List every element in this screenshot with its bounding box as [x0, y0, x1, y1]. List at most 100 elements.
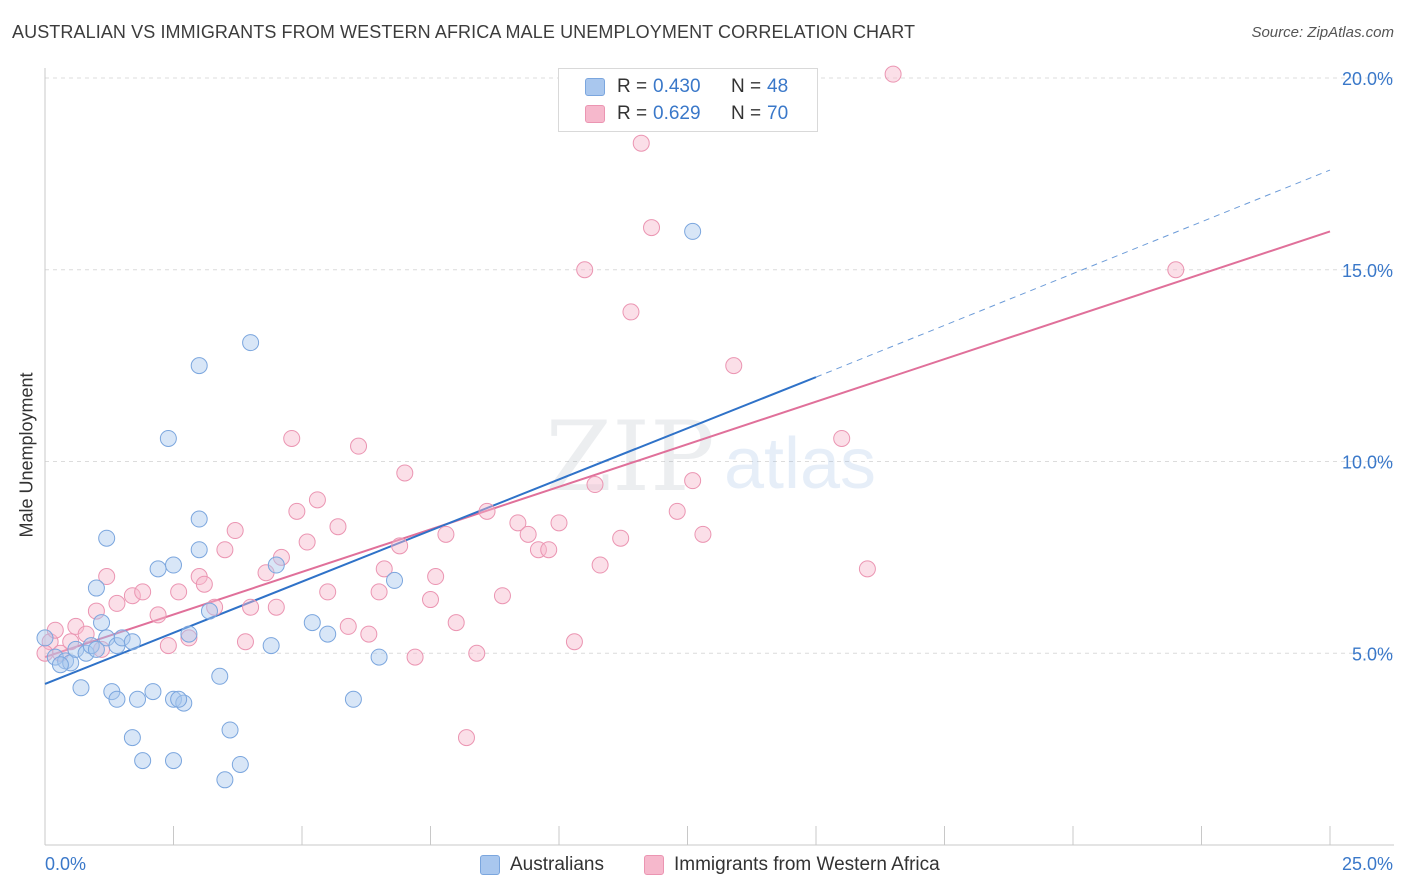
data-point-australians — [165, 690, 182, 708]
data-point-australians — [180, 625, 198, 643]
legend-swatch-pink — [585, 105, 605, 123]
data-point-immigrants — [622, 303, 640, 321]
data-point-immigrants — [1167, 261, 1185, 279]
data-point-australians — [221, 721, 239, 739]
data-point-immigrants — [236, 633, 254, 651]
legend-swatch-blue — [585, 78, 605, 96]
y-tick-label: 10.0% — [1342, 453, 1393, 473]
data-point-australians — [36, 629, 54, 647]
data-point-immigrants — [586, 476, 604, 494]
data-point-australians — [190, 541, 208, 559]
legend-r-label: R = — [617, 103, 648, 124]
data-point-australians — [370, 648, 388, 666]
data-point-australians — [190, 510, 208, 528]
data-point-australians — [216, 771, 234, 789]
legend-n-value: 48 — [767, 76, 789, 97]
data-point-immigrants — [298, 533, 316, 551]
data-point-australians — [134, 752, 152, 770]
data-point-immigrants — [406, 648, 424, 666]
data-point-immigrants — [339, 617, 357, 635]
data-point-immigrants — [725, 357, 743, 375]
data-point-australians — [190, 357, 208, 375]
series-australians-points — [36, 222, 702, 789]
data-point-immigrants — [149, 606, 167, 624]
data-point-immigrants — [195, 575, 213, 593]
trend-lines — [44, 169, 1331, 685]
data-point-australians — [98, 529, 116, 547]
data-point-immigrants — [529, 541, 547, 559]
x-tick-label: 25.0% — [1342, 854, 1393, 874]
data-point-australians — [165, 752, 182, 770]
data-point-immigrants — [612, 529, 630, 547]
data-point-australians — [123, 729, 141, 747]
bottom-legend-immigrants: Immigrants from Western Africa — [644, 852, 940, 878]
data-point-immigrants — [308, 491, 326, 509]
data-point-australians — [113, 629, 131, 647]
data-point-immigrants — [283, 429, 301, 447]
data-point-australians — [242, 334, 260, 352]
data-point-immigrants — [123, 587, 141, 605]
data-point-australians — [72, 679, 90, 697]
data-point-immigrants — [391, 537, 409, 555]
legend-n-label: N = — [731, 76, 762, 97]
data-point-australians — [344, 690, 362, 708]
data-point-immigrants — [288, 502, 306, 520]
data-point-immigrants — [457, 729, 475, 747]
data-point-australians — [87, 640, 105, 658]
data-point-immigrants — [159, 637, 177, 655]
data-point-australians — [165, 556, 182, 574]
data-point-immigrants — [427, 568, 445, 586]
tick-labels: 5.0% 10.0% 15.0% 20.0% 0.0% 25.0% — [45, 69, 1393, 874]
correlation-legend: R = 0.430 N = 48 R = 0.629 N = 70 — [558, 68, 818, 132]
data-point-immigrants — [643, 219, 661, 237]
bottom-legend-label: Australians — [510, 854, 604, 875]
data-point-immigrants — [493, 587, 511, 605]
legend-r-label: R = — [617, 76, 648, 97]
x-tick-label: 0.0% — [45, 854, 86, 874]
data-point-australians — [123, 633, 141, 651]
data-point-immigrants — [576, 261, 594, 279]
data-point-australians — [144, 683, 162, 701]
trend-line-australians-extension — [815, 169, 1331, 378]
data-point-immigrants — [668, 502, 686, 520]
watermark-atlas: atlas — [724, 424, 876, 504]
chart-title: AUSTRALIAN VS IMMIGRANTS FROM WESTERN AF… — [12, 22, 916, 42]
source-credit: Source: ZipAtlas.com — [1251, 24, 1394, 41]
legend-r-value: 0.629 — [653, 103, 701, 124]
watermark: ZIP atlas — [545, 401, 876, 513]
data-point-immigrants — [329, 518, 347, 536]
data-point-immigrants — [375, 560, 393, 578]
data-point-immigrants — [478, 502, 496, 520]
data-point-immigrants — [550, 514, 568, 532]
bottom-legend-swatch-pink — [644, 855, 664, 875]
data-point-immigrants — [108, 594, 126, 612]
bottom-legend-australians: Australians — [480, 852, 604, 878]
data-point-australians — [149, 560, 167, 578]
data-point-immigrants — [370, 583, 388, 601]
data-point-immigrants — [36, 644, 54, 662]
data-point-immigrants — [858, 560, 876, 578]
y-tick-label: 5.0% — [1352, 644, 1393, 664]
data-point-australians — [211, 667, 229, 685]
data-point-australians — [267, 556, 285, 574]
data-point-australians — [262, 637, 280, 655]
legend-row-australians: R = 0.430 N = 48 — [585, 75, 788, 99]
data-point-immigrants — [360, 625, 378, 643]
bottom-legend-swatch-blue — [480, 855, 500, 875]
data-point-immigrants — [468, 644, 486, 662]
data-point-australians — [129, 690, 147, 708]
grid-lines — [45, 77, 1394, 654]
data-point-australians — [51, 656, 69, 674]
data-point-immigrants — [591, 556, 609, 574]
data-point-immigrants — [267, 598, 285, 616]
y-tick-label: 15.0% — [1342, 261, 1393, 281]
data-point-immigrants — [632, 134, 650, 152]
data-point-immigrants — [884, 65, 902, 83]
data-point-immigrants — [134, 583, 152, 601]
data-point-immigrants — [437, 525, 455, 543]
data-point-immigrants — [519, 525, 537, 543]
data-point-immigrants — [350, 437, 368, 455]
data-point-australians — [62, 654, 80, 672]
data-point-australians — [386, 571, 404, 589]
